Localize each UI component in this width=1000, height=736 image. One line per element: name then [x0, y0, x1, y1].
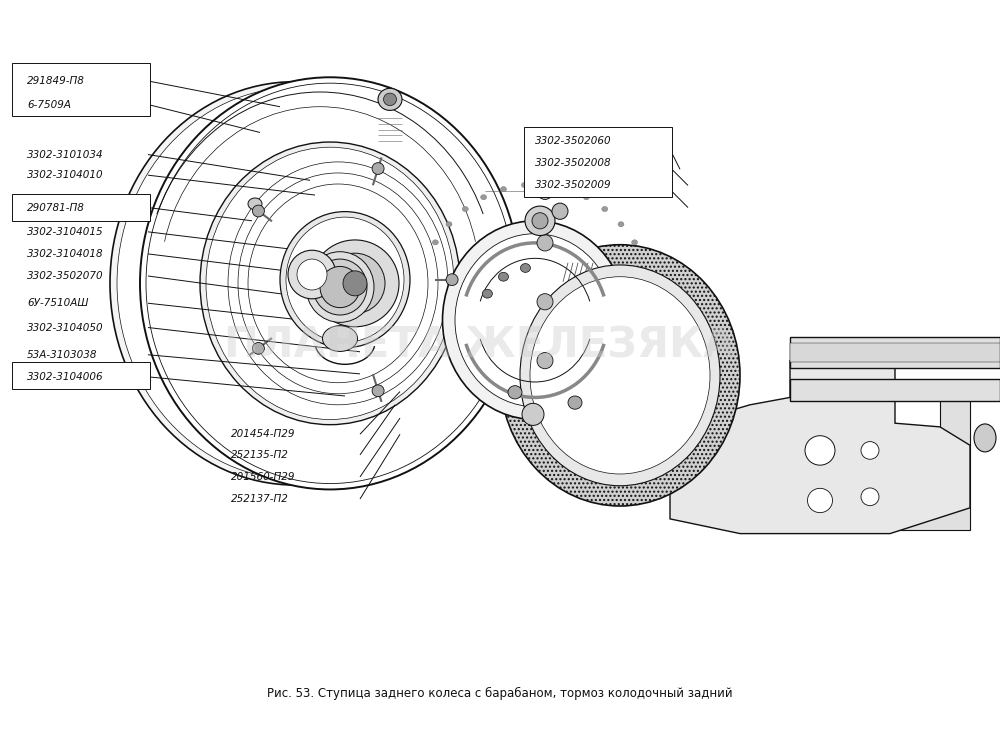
- Text: 252137-П2: 252137-П2: [231, 494, 289, 504]
- Text: 3302-3104018: 3302-3104018: [27, 249, 104, 259]
- Text: 201560-П29: 201560-П29: [231, 472, 296, 482]
- Ellipse shape: [288, 250, 336, 299]
- Text: Рис. 53. Ступица заднего колеса с барабаном, тормоз колодочный задний: Рис. 53. Ступица заднего колеса с бараба…: [267, 687, 733, 700]
- Ellipse shape: [508, 386, 522, 399]
- Text: 3302-3502060: 3302-3502060: [535, 136, 612, 146]
- Text: 3302-3101034: 3302-3101034: [27, 149, 104, 160]
- Ellipse shape: [808, 489, 832, 512]
- Ellipse shape: [861, 442, 879, 459]
- Ellipse shape: [252, 342, 264, 354]
- Ellipse shape: [974, 424, 996, 452]
- Ellipse shape: [602, 207, 608, 212]
- Ellipse shape: [140, 77, 520, 489]
- Text: 3302-3502070: 3302-3502070: [27, 271, 104, 281]
- Ellipse shape: [632, 240, 638, 245]
- Text: 3302-3502008: 3302-3502008: [535, 158, 612, 169]
- Ellipse shape: [297, 259, 327, 290]
- Text: 3302-3104006: 3302-3104006: [27, 372, 104, 382]
- Ellipse shape: [252, 205, 264, 217]
- Ellipse shape: [482, 289, 492, 298]
- Text: 53А-3103038: 53А-3103038: [27, 350, 98, 360]
- Ellipse shape: [537, 353, 553, 369]
- Ellipse shape: [311, 240, 399, 327]
- Ellipse shape: [117, 88, 473, 479]
- Ellipse shape: [618, 222, 624, 227]
- Ellipse shape: [432, 240, 438, 245]
- Text: 252135-П2: 252135-П2: [231, 450, 289, 460]
- Polygon shape: [670, 346, 970, 534]
- Ellipse shape: [522, 403, 544, 425]
- Ellipse shape: [520, 263, 530, 272]
- Ellipse shape: [206, 147, 454, 420]
- Ellipse shape: [525, 206, 555, 236]
- Ellipse shape: [313, 259, 367, 315]
- Ellipse shape: [146, 83, 514, 484]
- Polygon shape: [790, 397, 970, 530]
- Bar: [12, 194, 150, 221]
- Ellipse shape: [805, 436, 835, 465]
- Text: 3302-3104015: 3302-3104015: [27, 227, 104, 237]
- Ellipse shape: [110, 82, 480, 485]
- Ellipse shape: [552, 203, 568, 219]
- Ellipse shape: [498, 272, 508, 281]
- Ellipse shape: [861, 488, 879, 506]
- Ellipse shape: [372, 385, 384, 397]
- Ellipse shape: [521, 183, 527, 188]
- Ellipse shape: [339, 267, 371, 300]
- Bar: [790, 337, 1000, 368]
- Text: ПЛАНЕТА ЖЕЛЕЗЯКА: ПЛАНЕТА ЖЕЛЕЗЯКА: [224, 325, 736, 367]
- Bar: [790, 343, 1000, 362]
- Ellipse shape: [446, 222, 452, 227]
- Bar: [12, 362, 150, 389]
- Ellipse shape: [442, 221, 628, 420]
- Text: 6-7509А: 6-7509А: [27, 99, 71, 110]
- Ellipse shape: [543, 183, 549, 188]
- Ellipse shape: [530, 277, 710, 474]
- Text: 3302-3104010: 3302-3104010: [27, 170, 104, 180]
- Ellipse shape: [520, 265, 720, 486]
- Ellipse shape: [455, 234, 615, 406]
- Ellipse shape: [583, 194, 589, 199]
- Ellipse shape: [563, 186, 569, 191]
- Ellipse shape: [537, 294, 553, 310]
- Ellipse shape: [248, 198, 262, 210]
- Ellipse shape: [306, 252, 374, 322]
- Ellipse shape: [537, 183, 553, 199]
- Ellipse shape: [481, 194, 487, 199]
- Ellipse shape: [462, 207, 468, 212]
- Ellipse shape: [378, 88, 402, 110]
- Ellipse shape: [604, 146, 640, 164]
- Ellipse shape: [322, 325, 358, 352]
- Text: 201454-П29: 201454-П29: [231, 429, 296, 439]
- Ellipse shape: [500, 244, 740, 506]
- Ellipse shape: [501, 186, 507, 191]
- Text: 291849-П8: 291849-П8: [27, 76, 85, 86]
- Ellipse shape: [568, 396, 582, 409]
- Ellipse shape: [532, 213, 548, 229]
- Ellipse shape: [343, 271, 367, 296]
- Ellipse shape: [320, 266, 360, 308]
- Ellipse shape: [286, 217, 404, 342]
- Ellipse shape: [446, 274, 458, 286]
- Text: 6У-7510АШ: 6У-7510АШ: [27, 298, 88, 308]
- Ellipse shape: [372, 163, 384, 174]
- Ellipse shape: [537, 235, 553, 251]
- Text: 3302-3502009: 3302-3502009: [535, 180, 612, 191]
- Bar: [12, 63, 150, 116]
- Bar: [790, 379, 1000, 401]
- Bar: [524, 127, 672, 197]
- Ellipse shape: [325, 253, 385, 314]
- Text: 290781-П8: 290781-П8: [27, 202, 85, 213]
- Ellipse shape: [384, 93, 396, 105]
- Ellipse shape: [200, 142, 460, 425]
- Ellipse shape: [280, 212, 410, 348]
- Text: 3302-3104050: 3302-3104050: [27, 322, 104, 333]
